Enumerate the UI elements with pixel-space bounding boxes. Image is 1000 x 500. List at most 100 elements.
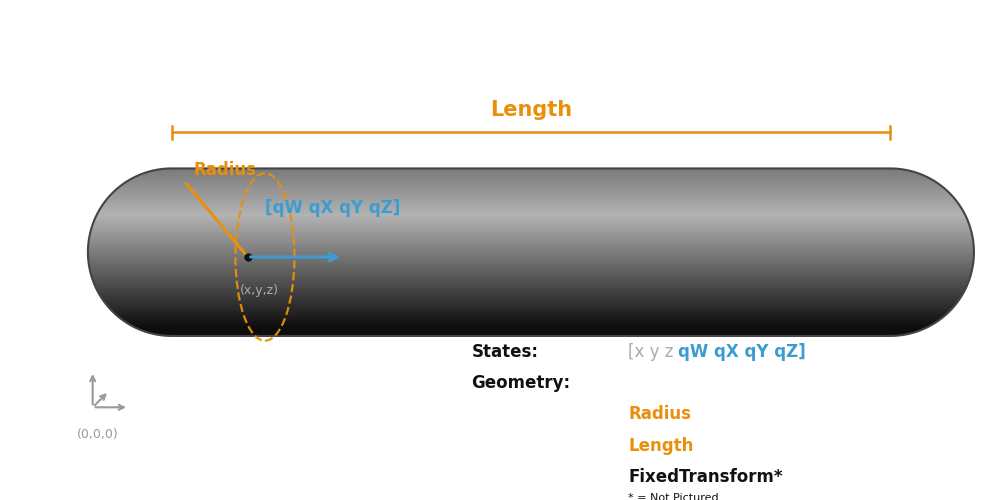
Polygon shape [88,252,974,254]
Polygon shape [150,332,912,333]
Polygon shape [93,224,969,225]
Polygon shape [139,328,923,329]
Polygon shape [124,183,938,184]
Polygon shape [135,327,927,328]
Polygon shape [94,283,968,284]
Polygon shape [130,324,932,325]
Polygon shape [100,294,962,295]
Polygon shape [99,292,963,293]
Polygon shape [115,190,947,191]
Polygon shape [99,210,963,211]
Polygon shape [94,221,968,222]
Polygon shape [90,232,972,233]
Polygon shape [119,187,943,188]
Polygon shape [88,255,974,256]
Polygon shape [96,287,966,288]
Polygon shape [122,319,940,320]
Polygon shape [88,257,974,258]
Polygon shape [102,204,960,206]
Polygon shape [98,212,964,213]
Polygon shape [135,176,927,177]
Polygon shape [90,235,972,236]
Polygon shape [97,213,965,214]
Polygon shape [150,170,912,171]
Polygon shape [112,193,950,194]
Polygon shape [89,239,973,240]
Polygon shape [91,272,971,273]
Polygon shape [90,233,972,234]
Polygon shape [143,173,919,174]
Polygon shape [105,302,957,303]
Polygon shape [112,311,949,312]
Polygon shape [97,214,965,215]
Polygon shape [89,265,973,266]
Polygon shape [145,172,917,173]
Polygon shape [88,247,974,248]
Polygon shape [88,256,974,257]
Polygon shape [140,329,922,330]
Polygon shape [101,207,961,208]
Polygon shape [88,244,974,245]
Polygon shape [90,234,972,235]
Polygon shape [89,262,973,263]
Polygon shape [100,295,962,296]
Polygon shape [121,184,940,185]
Polygon shape [106,200,956,201]
Polygon shape [89,266,973,268]
Polygon shape [93,279,969,280]
Polygon shape [91,230,971,231]
Polygon shape [88,248,974,249]
Polygon shape [101,297,961,298]
Text: (x,y,z): (x,y,z) [240,284,279,296]
Polygon shape [116,189,946,190]
Polygon shape [94,220,968,221]
Text: FixedTransform*: FixedTransform* [628,468,783,486]
Polygon shape [145,331,917,332]
Polygon shape [89,237,973,238]
Polygon shape [91,228,971,230]
Polygon shape [99,293,963,294]
Text: * = Not Pictured: * = Not Pictured [628,494,719,500]
Polygon shape [103,300,958,301]
Polygon shape [104,301,958,302]
Polygon shape [158,334,904,335]
Polygon shape [139,174,923,175]
Polygon shape [95,217,966,218]
Polygon shape [99,211,963,212]
Polygon shape [88,242,973,244]
Polygon shape [88,254,974,255]
Polygon shape [88,246,974,247]
Polygon shape [89,238,973,239]
Polygon shape [91,274,971,275]
Polygon shape [91,273,971,274]
Polygon shape [125,321,937,322]
Polygon shape [117,188,945,189]
Polygon shape [119,186,943,187]
Polygon shape [138,175,924,176]
Polygon shape [88,249,974,250]
Polygon shape [88,258,974,259]
Polygon shape [111,309,951,310]
Polygon shape [99,209,962,210]
Polygon shape [96,216,966,217]
Polygon shape [88,259,974,260]
Polygon shape [91,275,971,276]
Polygon shape [112,310,950,311]
Polygon shape [106,199,955,200]
Polygon shape [89,241,973,242]
Polygon shape [97,289,965,290]
Polygon shape [96,215,965,216]
Polygon shape [98,290,964,292]
Polygon shape [130,179,932,180]
Polygon shape [90,271,972,272]
Polygon shape [107,305,955,306]
Polygon shape [88,250,974,251]
Text: Radius: Radius [628,406,691,423]
Polygon shape [89,264,973,265]
Polygon shape [96,288,965,289]
Polygon shape [102,298,960,299]
Polygon shape [104,202,958,203]
Polygon shape [134,326,928,327]
Polygon shape [148,171,914,172]
Polygon shape [92,225,970,226]
